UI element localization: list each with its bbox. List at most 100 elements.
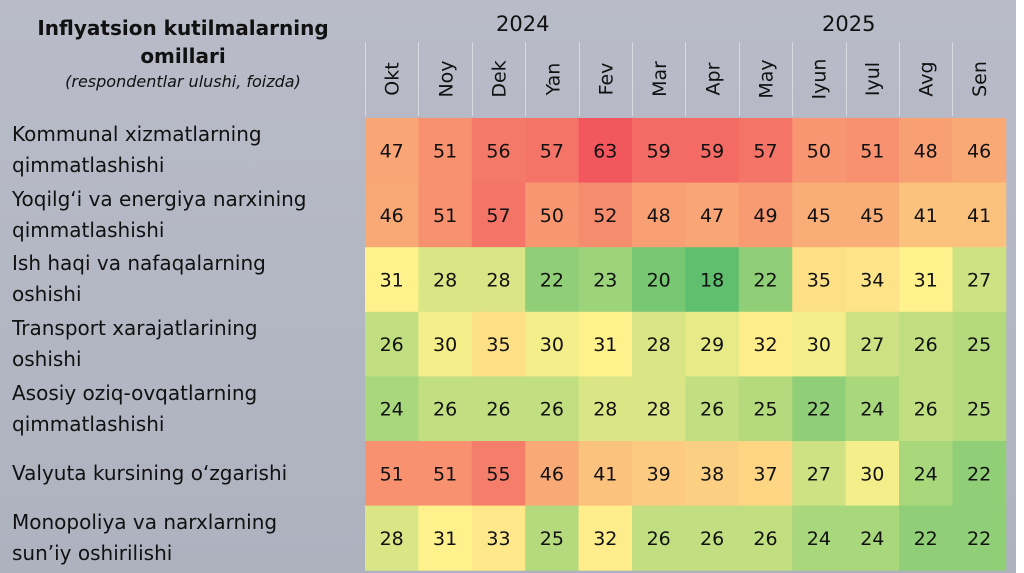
heatmap-value-r0-c4: 63 [593, 140, 617, 162]
heatmap-cell-r6-c11 [952, 505, 1007, 571]
heatmap-value-r3-c9: 27 [860, 334, 884, 356]
heatmap-cell-r1-c5 [632, 182, 686, 248]
heatmap-value-r3-c4: 31 [593, 334, 617, 356]
heatmap-cell-r3-c11 [952, 311, 1007, 377]
heatmap-cell-r2-c8 [792, 247, 847, 313]
heatmap-cell-r4-c5 [632, 376, 686, 442]
heatmap-cell-r6-c1 [418, 505, 473, 571]
heatmap-value-r5-c5: 39 [647, 463, 671, 485]
heatmap-cell-r5-c7 [738, 441, 793, 507]
heatmap-cell-r0-c0 [365, 118, 419, 184]
heatmap-cell-r6-c5 [632, 505, 686, 571]
month-header-fev: Fev [578, 42, 633, 116]
heatmap-value-r1-c9: 45 [860, 205, 884, 227]
heatmap-value-r2-c4: 23 [593, 270, 617, 292]
heatmap-value-r3-c8: 30 [807, 334, 831, 356]
heatmap-value-r2-c5: 20 [647, 270, 671, 292]
heatmap-value-r2-c2: 28 [486, 270, 510, 292]
row-label-3: Transport xarajatlarining oshishi [12, 312, 362, 377]
heatmap-cell-r0-c2 [471, 118, 526, 184]
heatmap-cell-r1-c1 [418, 182, 473, 248]
heatmap-value-r5-c7: 37 [753, 463, 777, 485]
heatmap-value-r6-c2: 33 [486, 528, 510, 550]
heatmap-value-r0-c2: 56 [486, 140, 510, 162]
month-header-apr: Apr [685, 42, 739, 116]
heatmap-cell-r4-c10 [899, 376, 953, 442]
heatmap-value-r0-c6: 59 [700, 140, 724, 162]
heatmap-value-r5-c11: 22 [967, 463, 991, 485]
heatmap-cell-r3-c6 [685, 311, 740, 377]
month-header-mar: Mar [632, 42, 686, 116]
heatmap-cell-r3-c7 [738, 311, 793, 377]
heatmap-cell-r5-c10 [899, 441, 953, 507]
heatmap-value-r6-c5: 26 [647, 528, 671, 550]
heatmap-value-r1-c8: 45 [807, 205, 831, 227]
row-label-line2: sun’iy oshirilishi [12, 540, 173, 565]
heatmap-value-r2-c6: 18 [700, 270, 724, 292]
heatmap-value-r2-c10: 31 [914, 270, 938, 292]
heatmap-value-r4-c5: 28 [647, 399, 671, 421]
heatmap-cell-r3-c10 [899, 311, 953, 377]
heatmap-value-r0-c8: 50 [807, 140, 831, 162]
heatmap-cell-r4-c6 [685, 376, 740, 442]
year-label-2025: 2025 [822, 12, 876, 36]
heatmap-value-r2-c11: 27 [967, 270, 991, 292]
heatmap-cell-r6-c8 [792, 505, 847, 571]
heatmap-value-r2-c9: 34 [860, 270, 884, 292]
heatmap-value-r4-c2: 26 [486, 399, 510, 421]
heatmap-cell-r5-c2 [471, 441, 526, 507]
heatmap-cell-r1-c11 [952, 182, 1007, 248]
heatmap-value-r5-c0: 51 [380, 463, 404, 485]
heatmap-value-r2-c1: 28 [433, 270, 457, 292]
heatmap-cell-r0-c10 [899, 118, 953, 184]
heatmap-value-r3-c10: 26 [914, 334, 938, 356]
heatmap-value-r1-c10: 41 [914, 205, 938, 227]
heatmap-value-r0-c5: 59 [647, 140, 671, 162]
heatmap-value-r1-c7: 49 [753, 205, 777, 227]
heatmap-cell-r5-c4 [578, 441, 633, 507]
heatmap-value-r3-c1: 30 [433, 334, 457, 356]
heatmap-value-r6-c6: 26 [700, 528, 724, 550]
heatmap-value-r6-c3: 25 [540, 528, 564, 550]
heatmap-cell-r4-c1 [418, 376, 473, 442]
month-header-yan: Yan [525, 42, 579, 116]
chart-subtitle: (respondentlar ulushi, foizda) [65, 72, 301, 91]
row-label-line2: oshishi [12, 282, 82, 307]
chart-title-block: Inflyatsion kutilmalarning omillari (res… [6, 14, 360, 94]
heatmap-value-r4-c7: 25 [753, 399, 777, 421]
heatmap-value-r5-c6: 38 [700, 463, 724, 485]
heatmap-cell-r0-c11 [952, 118, 1007, 184]
heatmap-value-r4-c10: 26 [914, 399, 938, 421]
right-edge [1016, 0, 1024, 573]
heatmap-cell-r4-c9 [845, 376, 900, 442]
heatmap-cell-r3-c8 [792, 311, 847, 377]
heatmap-value-r4-c6: 26 [700, 399, 724, 421]
heatmap-cell-r6-c4 [578, 505, 633, 571]
row-label-line2: qimmatlashishi [12, 411, 165, 436]
heatmap-cell-r1-c9 [845, 182, 900, 248]
heatmap-value-r1-c5: 48 [647, 205, 671, 227]
row-label-line1: Yoqilg‘i va energiya narxining [12, 186, 307, 211]
heatmap-cell-r4-c0 [365, 376, 419, 442]
row-label-2: Ish haqi va nafaqalarning oshishi [12, 247, 362, 312]
heatmap-value-r0-c3: 57 [540, 140, 564, 162]
heatmap-cell-r6-c3 [525, 505, 580, 571]
heatmap-value-r1-c0: 46 [380, 205, 404, 227]
heatmap-cell-r2-c5 [632, 247, 686, 313]
heatmap-value-r6-c8: 24 [807, 528, 831, 550]
heatmap-cell-r3-c5 [632, 311, 686, 377]
heatmap-cell-r3-c4 [578, 311, 633, 377]
heatmap-cell-r3-c1 [418, 311, 473, 377]
heatmap-cell-r2-c1 [418, 247, 473, 313]
heatmap-cell-r0-c6 [685, 118, 740, 184]
heatmap-cell-r5-c0 [365, 441, 419, 507]
heatmap-value-r6-c4: 32 [593, 528, 617, 550]
heatmap-value-r4-c0: 24 [380, 399, 404, 421]
heatmap-cell-r2-c3 [525, 247, 580, 313]
heatmap-cell-r1-c8 [792, 182, 847, 248]
heatmap-cell-r6-c10 [899, 505, 953, 571]
row-label-4: Asosiy oziq-ovqatlarning qimmatlashishi [12, 376, 362, 441]
heatmap-value-r0-c10: 48 [914, 140, 938, 162]
